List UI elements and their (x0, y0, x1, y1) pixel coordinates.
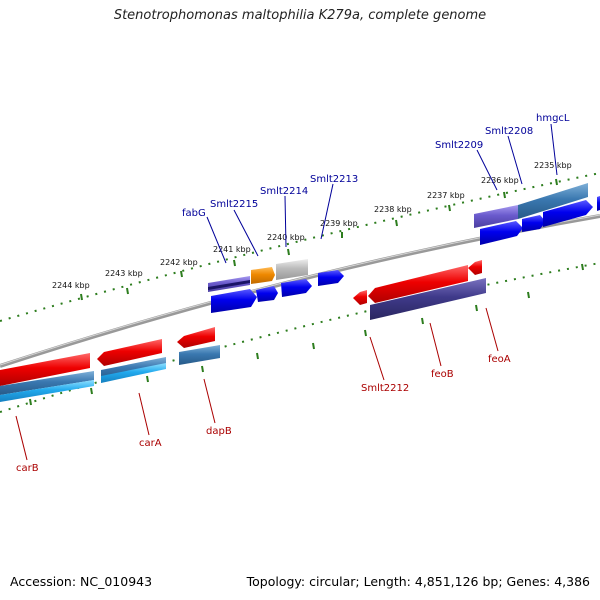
gene-carB-cyan[interactable] (0, 380, 94, 402)
gene-carA[interactable] (97, 339, 162, 366)
gene-label-carB: carB (16, 463, 39, 474)
gene-label-Smlt2214: Smlt2214 (260, 186, 308, 197)
gene-carB-steel[interactable] (0, 371, 94, 395)
gene-carB[interactable] (0, 353, 90, 386)
scale-label: 2242 kbp (160, 258, 198, 267)
scale-label: 2244 kbp (52, 281, 90, 290)
scale-label: 2237 kbp (427, 191, 465, 200)
gene-blue-4[interactable] (480, 221, 523, 245)
gene-label-Smlt2215: Smlt2215 (210, 199, 258, 210)
gene-feoA[interactable] (468, 260, 482, 275)
gene-feoB[interactable] (368, 265, 468, 303)
gene-blue-5[interactable] (522, 215, 546, 232)
gene-blue-1[interactable] (211, 289, 257, 313)
gene-blue-edge[interactable] (597, 196, 600, 211)
scale-label: 2239 kbp (320, 219, 358, 228)
gene-label-dapB: dapB (206, 426, 232, 437)
scale-label: 2241 kbp (213, 245, 251, 254)
gene-blue-2[interactable] (256, 286, 278, 302)
gene-feoB-navy[interactable] (370, 278, 486, 320)
gene-Smlt2212[interactable] (353, 290, 367, 305)
accession-text: Accession: NC_010943 (10, 574, 153, 589)
gene-dapB-steel[interactable] (179, 345, 220, 365)
scale-label: 2235 kbp (534, 161, 572, 170)
gene-label-feoA: feoA (488, 354, 511, 365)
gene-label-Smlt2213: Smlt2213 (310, 174, 358, 185)
gene-Smlt2215[interactable] (251, 267, 275, 284)
forward-genes (208, 183, 600, 313)
reverse-genes (0, 260, 486, 402)
gene-dapB[interactable] (177, 327, 215, 348)
gene-label-Smlt2208: Smlt2208 (485, 126, 533, 137)
gene-label-feoB: feoB (431, 369, 454, 380)
gene-label-hmgcL: hmgcL (536, 113, 570, 124)
scale-label: 2238 kbp (374, 205, 412, 214)
gene-strip-navy (208, 280, 250, 290)
gene-label-Smlt2209: Smlt2209 (435, 140, 483, 151)
map-title: Stenotrophomonas maltophilia K279a, comp… (113, 8, 487, 23)
gene-blue-3[interactable] (281, 279, 312, 297)
gene-label-Smlt2212: Smlt2212 (361, 383, 409, 394)
forward-scale-rail (0, 172, 600, 322)
forward-gene-labels: fabG Smlt2215 Smlt2214 Smlt2213 Smlt2209… (182, 113, 570, 219)
scale-label: 2243 kbp (105, 269, 143, 278)
gene-label-fabG: fabG (182, 208, 206, 219)
scale-label: 2236 kbp (481, 176, 519, 185)
reverse-gene-labels: carB carA dapB Smlt2212 feoB feoA (16, 354, 511, 474)
gene-Smlt2214[interactable] (276, 259, 308, 280)
topology-text: Topology: circular; Length: 4,851,126 bp… (246, 574, 590, 589)
label-leaders (15, 123, 558, 461)
gene-Smlt2208[interactable] (518, 183, 588, 219)
gene-label-carA: carA (139, 438, 162, 449)
major-ticks (29, 178, 584, 406)
gene-hmgcL[interactable] (543, 200, 593, 227)
gene-carA-cyan[interactable] (101, 363, 166, 383)
gene-Smlt2209[interactable] (474, 205, 518, 228)
gene-Smlt2213[interactable] (318, 270, 344, 286)
